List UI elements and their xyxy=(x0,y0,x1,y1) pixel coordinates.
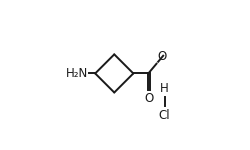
Text: O: O xyxy=(144,92,154,105)
Text: H₂N: H₂N xyxy=(66,67,88,80)
Text: Cl: Cl xyxy=(159,109,170,122)
Text: O: O xyxy=(157,50,166,63)
Text: H: H xyxy=(160,82,169,95)
